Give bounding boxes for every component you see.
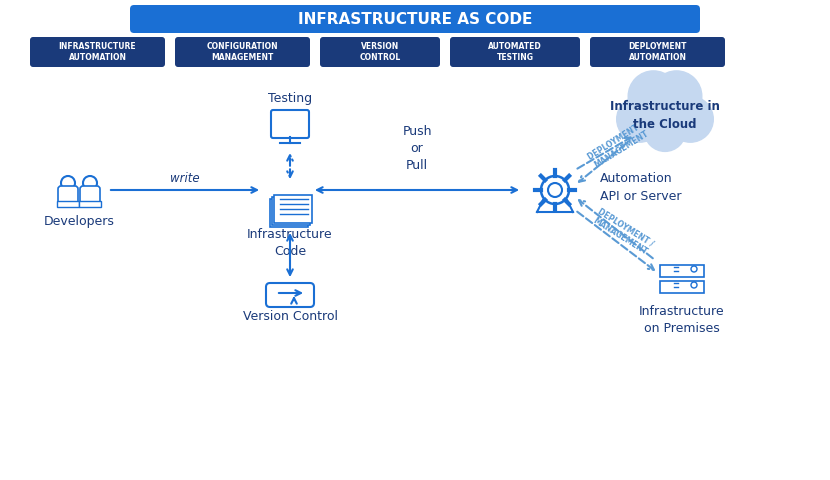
FancyBboxPatch shape [272, 197, 310, 225]
FancyBboxPatch shape [274, 195, 312, 223]
Text: DEPLOYMENT /
MANAGEMENT: DEPLOYMENT / MANAGEMENT [586, 120, 651, 170]
Text: INFRASTRUCTURE AS CODE: INFRASTRUCTURE AS CODE [298, 12, 532, 26]
FancyBboxPatch shape [590, 37, 725, 67]
Text: Push
or
Pull: Push or Pull [403, 125, 432, 172]
Circle shape [617, 96, 662, 142]
Text: DEPLOYMENT
AUTOMATION: DEPLOYMENT AUTOMATION [628, 42, 686, 62]
Text: write: write [170, 172, 200, 185]
FancyBboxPatch shape [450, 37, 580, 67]
FancyBboxPatch shape [57, 201, 79, 207]
Text: Infrastructure in
the Cloud: Infrastructure in the Cloud [610, 99, 720, 131]
Text: AUTOMATED
TESTING: AUTOMATED TESTING [488, 42, 542, 62]
Text: Developers: Developers [43, 215, 115, 228]
Text: CONFIGURATION
MANAGEMENT: CONFIGURATION MANAGEMENT [207, 42, 278, 62]
FancyBboxPatch shape [320, 37, 440, 67]
FancyBboxPatch shape [130, 5, 700, 33]
FancyBboxPatch shape [271, 110, 309, 138]
Circle shape [632, 78, 697, 142]
Circle shape [667, 96, 713, 142]
Text: INFRASTRUCTURE
AUTOMATION: INFRASTRUCTURE AUTOMATION [59, 42, 136, 62]
FancyBboxPatch shape [80, 186, 100, 204]
Text: Automation
API or Server: Automation API or Server [600, 171, 681, 203]
Text: VERSION
CONTROL: VERSION CONTROL [359, 42, 401, 62]
Text: DEPLOYMENT /
MANAGEMENT: DEPLOYMENT / MANAGEMENT [591, 206, 656, 257]
FancyBboxPatch shape [266, 283, 314, 307]
FancyBboxPatch shape [58, 186, 78, 204]
FancyBboxPatch shape [30, 37, 165, 67]
Text: Infrastructure
on Premises: Infrastructure on Premises [639, 305, 725, 335]
Text: Testing: Testing [268, 92, 312, 105]
FancyBboxPatch shape [660, 265, 704, 277]
FancyBboxPatch shape [270, 199, 308, 227]
Circle shape [628, 71, 679, 121]
FancyBboxPatch shape [79, 201, 101, 207]
FancyBboxPatch shape [660, 281, 704, 293]
Text: Infrastructure
Code: Infrastructure Code [247, 228, 333, 258]
Text: Version Control: Version Control [242, 310, 338, 323]
FancyBboxPatch shape [175, 37, 310, 67]
Circle shape [652, 71, 702, 121]
Circle shape [644, 110, 686, 151]
